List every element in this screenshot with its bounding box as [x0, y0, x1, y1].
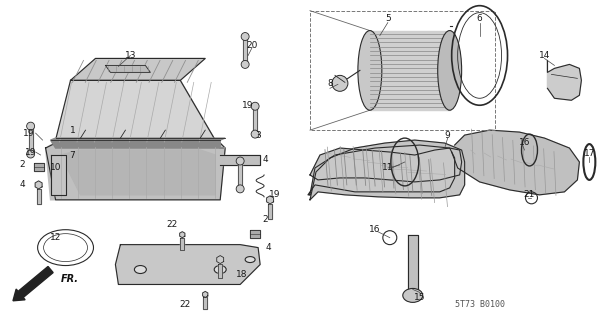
Text: 1: 1	[69, 126, 76, 135]
Text: 16: 16	[519, 138, 530, 147]
Polygon shape	[116, 244, 260, 284]
Polygon shape	[547, 60, 581, 100]
Polygon shape	[50, 138, 225, 148]
Text: 20: 20	[247, 41, 258, 50]
Polygon shape	[220, 155, 260, 165]
Polygon shape	[308, 145, 454, 195]
Polygon shape	[180, 232, 185, 238]
Text: 12: 12	[50, 233, 62, 242]
Polygon shape	[238, 161, 242, 189]
Polygon shape	[310, 140, 465, 200]
Polygon shape	[203, 297, 207, 309]
Polygon shape	[71, 59, 205, 80]
FancyArrow shape	[13, 267, 53, 301]
Text: 22: 22	[180, 300, 191, 309]
Text: 4: 4	[20, 180, 25, 189]
Text: 16: 16	[369, 225, 381, 234]
Ellipse shape	[438, 31, 462, 110]
Polygon shape	[180, 238, 184, 250]
Ellipse shape	[403, 288, 423, 302]
Polygon shape	[267, 196, 274, 204]
Text: 2: 2	[262, 215, 268, 224]
Text: 5T73 B0100: 5T73 B0100	[454, 300, 505, 309]
Polygon shape	[34, 163, 44, 171]
Ellipse shape	[26, 150, 34, 158]
Polygon shape	[180, 80, 215, 140]
Text: 4: 4	[265, 243, 271, 252]
Text: 13: 13	[125, 51, 136, 60]
Bar	[310, 11, 494, 130]
Ellipse shape	[251, 102, 259, 110]
Ellipse shape	[251, 130, 259, 138]
Polygon shape	[243, 36, 247, 64]
Polygon shape	[29, 126, 33, 154]
Polygon shape	[250, 230, 260, 238]
Text: 9: 9	[445, 131, 451, 140]
Polygon shape	[37, 189, 41, 204]
Text: 2: 2	[20, 160, 25, 170]
Text: 10: 10	[50, 164, 62, 172]
Polygon shape	[310, 148, 462, 182]
Text: 19: 19	[23, 129, 34, 138]
Ellipse shape	[236, 185, 244, 193]
Ellipse shape	[236, 157, 244, 165]
Polygon shape	[216, 256, 224, 264]
Polygon shape	[218, 264, 222, 278]
Text: 4: 4	[262, 156, 268, 164]
Ellipse shape	[245, 257, 255, 262]
Text: FR.: FR.	[60, 275, 79, 284]
Text: 19: 19	[25, 148, 36, 156]
Text: 21: 21	[524, 190, 535, 199]
Ellipse shape	[135, 266, 146, 274]
Ellipse shape	[214, 266, 226, 274]
Polygon shape	[408, 235, 418, 294]
Polygon shape	[370, 31, 450, 110]
Polygon shape	[268, 204, 272, 219]
Polygon shape	[35, 181, 42, 189]
Text: 15: 15	[414, 293, 426, 302]
Text: 11: 11	[382, 164, 394, 172]
Text: 14: 14	[539, 51, 550, 60]
Text: 3: 3	[255, 131, 261, 140]
Text: 7: 7	[69, 150, 76, 160]
Text: 19: 19	[242, 101, 254, 110]
Ellipse shape	[332, 76, 348, 91]
Polygon shape	[105, 65, 150, 72]
Text: 8: 8	[327, 79, 333, 88]
Ellipse shape	[241, 60, 249, 68]
Polygon shape	[451, 130, 579, 195]
Ellipse shape	[26, 122, 34, 130]
Polygon shape	[46, 143, 225, 200]
Polygon shape	[253, 106, 257, 134]
Polygon shape	[202, 292, 208, 297]
Polygon shape	[60, 150, 215, 195]
Ellipse shape	[358, 31, 382, 110]
Polygon shape	[55, 80, 215, 140]
Text: 22: 22	[167, 220, 178, 229]
Text: 5: 5	[385, 14, 391, 23]
Ellipse shape	[241, 33, 249, 41]
Text: 19: 19	[269, 190, 281, 199]
Text: 6: 6	[477, 14, 483, 23]
Text: 18: 18	[236, 270, 248, 279]
Polygon shape	[50, 155, 66, 195]
Text: 17: 17	[584, 148, 595, 157]
